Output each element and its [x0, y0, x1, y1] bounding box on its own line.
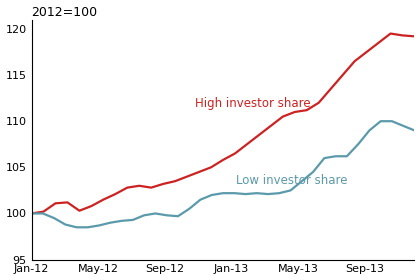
- Text: 2012=100: 2012=100: [32, 6, 98, 18]
- Text: High investor share: High investor share: [195, 97, 310, 110]
- Text: Low investor share: Low investor share: [236, 174, 348, 187]
